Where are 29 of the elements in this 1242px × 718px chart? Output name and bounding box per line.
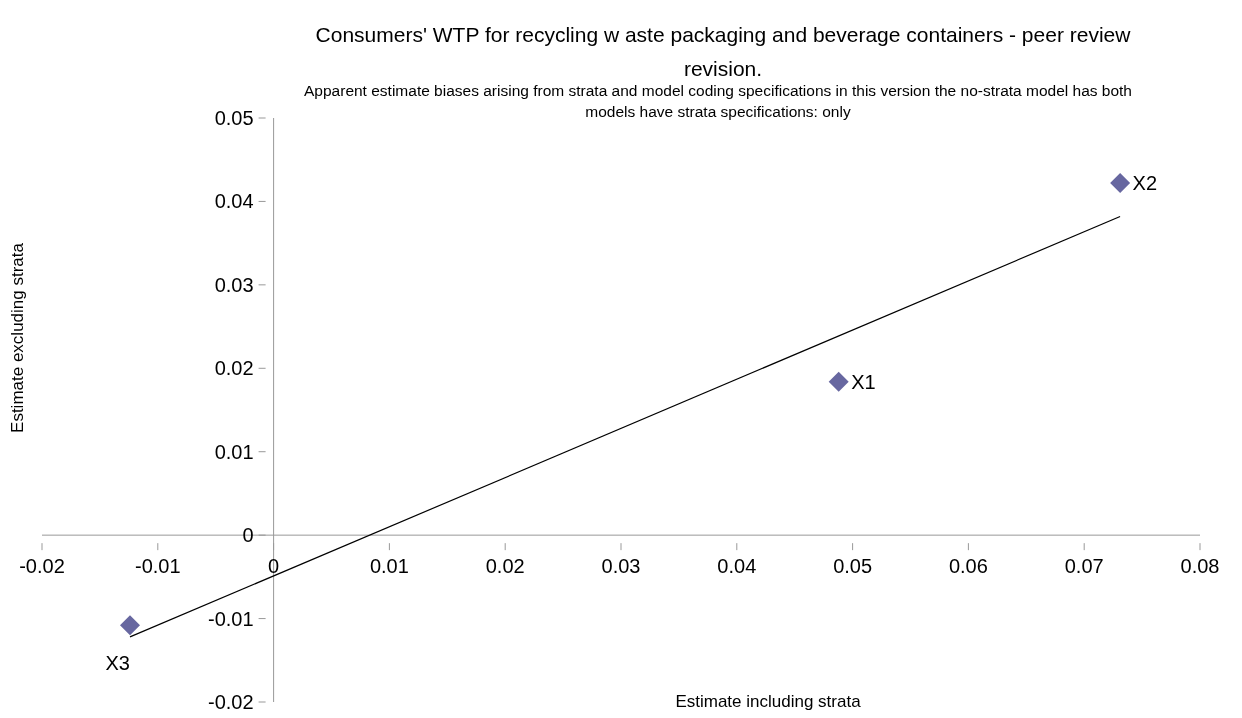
data-label: X2	[1132, 172, 1158, 195]
point	[120, 615, 141, 636]
y-tick-label: 0	[242, 524, 254, 547]
y-tick-label: 0.02	[214, 357, 254, 380]
x-tick-label: -0.02	[19, 555, 65, 578]
y-tick-label: 0.04	[214, 190, 254, 213]
y-tick-label: 0.01	[214, 440, 254, 463]
x-tick-label: 0.05	[833, 555, 873, 578]
x-tick-label: 0.01	[369, 555, 409, 578]
y-tick-label: 0.03	[214, 273, 254, 296]
x-axis-title: Estimate including strata	[674, 692, 862, 712]
chart-title: Consumers' WTP for recycling w aste packaging and beverage containers - peer review revision.	[315, 23, 1131, 80]
x-tick-label: 0.07	[1064, 555, 1104, 578]
chart-subtitle: Apparent estimate biases arising from strata and model coding specifications in this version the no-strata model has both models have strata specifications: only	[303, 81, 1133, 122]
y-tick-label: -0.02	[208, 691, 254, 713]
x-tick-label: -0.01	[135, 555, 181, 578]
x-tick-label: 0	[268, 555, 280, 578]
y-tick-label: 0.05	[214, 107, 254, 129]
y-tick-label: -0.01	[208, 607, 254, 630]
point	[1110, 173, 1131, 194]
data-label: X1	[851, 370, 876, 393]
x-tick-label: 0.06	[948, 555, 988, 578]
x-tick-label: 0.04	[717, 555, 757, 578]
x-tick-label: 0.08	[1180, 555, 1220, 578]
x-tick-label: 0.03	[601, 555, 641, 578]
point	[828, 371, 849, 392]
y-axis-title: Estimate excluding strata	[8, 243, 28, 433]
x-tick-label: 0.02	[485, 555, 525, 578]
data-label: X3	[105, 651, 131, 674]
